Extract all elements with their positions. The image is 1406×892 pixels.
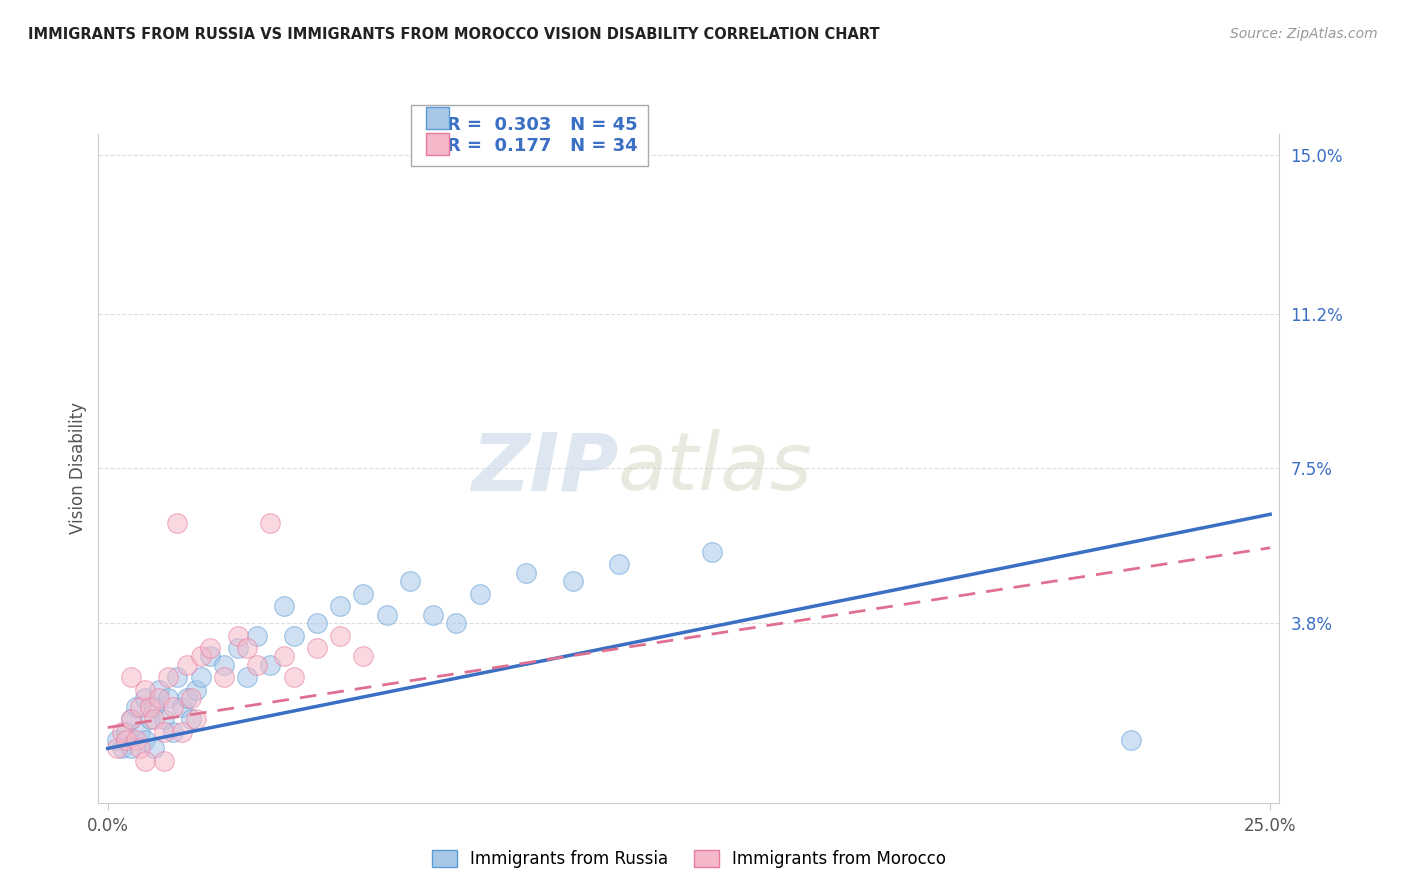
Point	[152, 754, 174, 768]
Point	[115, 724, 138, 739]
Point	[105, 733, 128, 747]
Point	[245, 657, 267, 672]
Point	[138, 712, 160, 726]
Point	[305, 615, 328, 630]
Text: R =  0.303   N = 45
    R =  0.177   N = 34: R = 0.303 N = 45 R = 0.177 N = 34	[422, 116, 637, 154]
Point	[329, 628, 352, 642]
Point	[134, 691, 156, 706]
Point	[105, 741, 128, 756]
Point	[226, 641, 249, 656]
Point	[198, 641, 221, 656]
Point	[273, 599, 295, 614]
Point	[157, 670, 180, 684]
Point	[129, 724, 152, 739]
Point	[273, 649, 295, 664]
Point	[152, 712, 174, 726]
Point	[236, 670, 259, 684]
Y-axis label: Vision Disability: Vision Disability	[69, 402, 87, 534]
Point	[353, 649, 375, 664]
Point	[1119, 733, 1142, 747]
Point	[375, 607, 398, 622]
Point	[305, 641, 328, 656]
Point	[148, 682, 170, 697]
Point	[120, 712, 142, 726]
Point	[259, 516, 281, 530]
Point	[124, 699, 146, 714]
Text: ZIP: ZIP	[471, 429, 619, 508]
Point	[184, 712, 207, 726]
Point	[120, 741, 142, 756]
Point	[157, 691, 180, 706]
Point	[212, 670, 235, 684]
Point	[329, 599, 352, 614]
Point	[353, 587, 375, 601]
Point	[148, 691, 170, 706]
Point	[283, 628, 305, 642]
Point	[607, 558, 630, 572]
Point	[138, 699, 160, 714]
Point	[111, 724, 134, 739]
Point	[172, 699, 194, 714]
Point	[143, 741, 166, 756]
Point	[152, 724, 174, 739]
Point	[184, 682, 207, 697]
Point	[198, 649, 221, 664]
Point	[172, 724, 194, 739]
Point	[180, 712, 202, 726]
Point	[120, 712, 142, 726]
Point	[115, 733, 138, 747]
Point	[120, 670, 142, 684]
Point	[561, 574, 583, 589]
Point	[236, 641, 259, 656]
Point	[422, 607, 444, 622]
Point	[111, 741, 134, 756]
Point	[283, 670, 305, 684]
Point	[166, 670, 188, 684]
Point	[134, 682, 156, 697]
Text: Source: ZipAtlas.com: Source: ZipAtlas.com	[1230, 27, 1378, 41]
Point	[399, 574, 422, 589]
Point	[245, 628, 267, 642]
Legend: Immigrants from Russia, Immigrants from Morocco: Immigrants from Russia, Immigrants from …	[426, 843, 952, 875]
Point	[212, 657, 235, 672]
Point	[226, 628, 249, 642]
Point	[143, 699, 166, 714]
Point	[259, 657, 281, 672]
Point	[515, 566, 537, 580]
Point	[190, 670, 212, 684]
Point	[1353, 474, 1375, 488]
Point	[190, 649, 212, 664]
Point	[176, 691, 198, 706]
Point	[162, 699, 184, 714]
Point	[180, 691, 202, 706]
Point	[134, 754, 156, 768]
Point	[129, 741, 152, 756]
Point	[134, 733, 156, 747]
Text: IMMIGRANTS FROM RUSSIA VS IMMIGRANTS FROM MOROCCO VISION DISABILITY CORRELATION : IMMIGRANTS FROM RUSSIA VS IMMIGRANTS FRO…	[28, 27, 880, 42]
Point	[166, 516, 188, 530]
Point	[124, 733, 146, 747]
Text: atlas: atlas	[619, 429, 813, 508]
Point	[468, 587, 491, 601]
Point	[129, 699, 152, 714]
Point	[446, 615, 468, 630]
Point	[143, 712, 166, 726]
Point	[1399, 461, 1406, 475]
Point	[162, 724, 184, 739]
Point	[176, 657, 198, 672]
Point	[702, 545, 724, 559]
